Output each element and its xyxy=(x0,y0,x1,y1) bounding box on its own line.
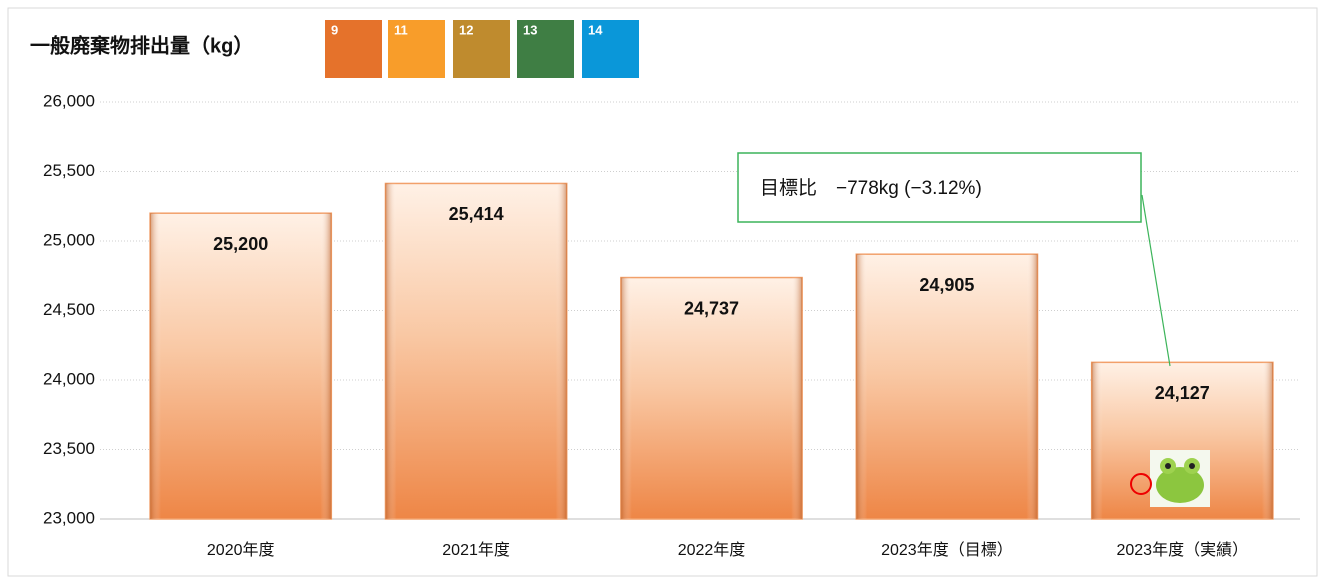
sdg-number: 9 xyxy=(331,22,338,37)
y-tick-label: 23,000 xyxy=(43,508,95,527)
x-tick-label: 2023年度（実績） xyxy=(1116,541,1248,559)
y-tick-label: 25,500 xyxy=(43,161,95,180)
bar-bevel xyxy=(385,183,567,520)
value-label: 24,737 xyxy=(684,298,739,318)
mascot-body xyxy=(1156,467,1204,503)
sdg-icon xyxy=(388,20,445,78)
mascot xyxy=(1130,450,1210,507)
x-tick-label: 2022年度 xyxy=(678,541,746,559)
plot: 23,000 23,500 24,000 24,500 25,000 25,500 26,0… xyxy=(43,91,1300,559)
mascot-pupil xyxy=(1165,463,1171,469)
sdg-icon xyxy=(453,20,510,78)
mascot-pupil xyxy=(1189,463,1195,469)
sdg-number: 11 xyxy=(394,22,408,37)
x-tick-label: 2021年度 xyxy=(442,541,510,559)
chart-title: 一般廃棄物排出量（kg） xyxy=(30,33,253,57)
value-label: 24,905 xyxy=(919,275,974,295)
x-tick-label: 2020年度 xyxy=(207,541,275,559)
value-label: 24,127 xyxy=(1155,383,1210,403)
frame xyxy=(7,7,1318,577)
y-tick-label: 24,000 xyxy=(43,369,95,388)
value-label: 25,200 xyxy=(213,234,268,254)
y-tick-label: 26,000 xyxy=(43,91,95,110)
annotation: 目標比 −778kg (−3.12%) xyxy=(760,177,982,199)
annotation-box xyxy=(737,152,1142,223)
bar-bevel xyxy=(150,213,332,519)
bar-bevel xyxy=(856,254,1038,519)
sdg-number: 14 xyxy=(588,22,603,37)
sdg-icon xyxy=(517,20,574,78)
y-tick-label: 24,500 xyxy=(43,300,95,319)
sdg-number: 13 xyxy=(523,22,537,37)
red-circle xyxy=(1130,473,1152,495)
sdg-icon xyxy=(582,20,639,78)
y-tick-label: 25,000 xyxy=(43,230,95,249)
sdg-icons: 9 11 12 13 14 xyxy=(325,20,639,78)
sdg-number: 12 xyxy=(459,22,473,37)
bar-bevel xyxy=(620,277,803,519)
sdg-icon xyxy=(325,20,382,78)
x-tick-label: 2023年度（目標） xyxy=(881,541,1013,559)
y-tick-label: 23,500 xyxy=(43,439,95,458)
annotation-leader xyxy=(1141,194,1171,367)
value-label: 25,414 xyxy=(449,204,504,224)
